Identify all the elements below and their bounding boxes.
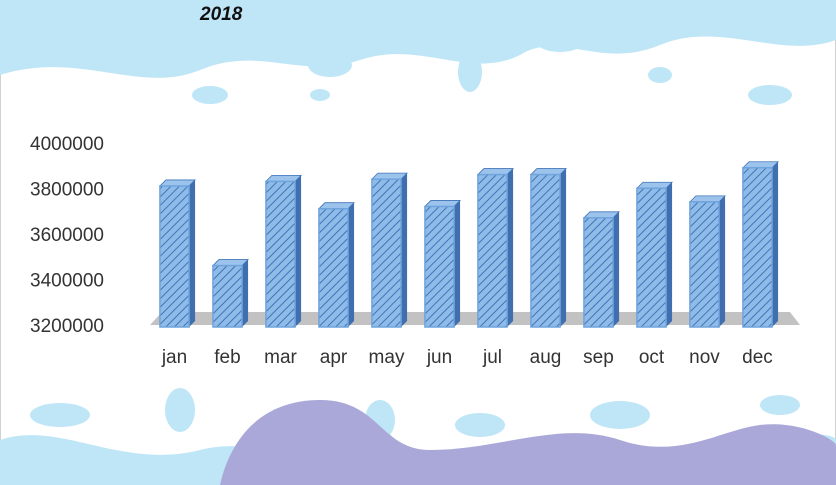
bar <box>372 179 401 327</box>
x-tick-label: may <box>369 347 405 368</box>
bar <box>425 206 454 327</box>
bar-side <box>242 260 248 327</box>
bar-side <box>401 173 407 327</box>
bar <box>213 266 242 327</box>
y-tick-label: 3800000 <box>30 180 104 201</box>
x-tick-label: jul <box>482 347 502 368</box>
bar-top <box>160 180 195 186</box>
bar-top <box>690 196 725 202</box>
bar-side <box>666 182 672 327</box>
bar-top <box>637 182 672 188</box>
x-tick-label: nov <box>689 347 720 368</box>
x-tick-label: sep <box>583 347 614 368</box>
bar <box>266 181 295 327</box>
x-tick-label: jan <box>161 347 187 368</box>
bar <box>531 175 560 327</box>
bar <box>319 209 348 327</box>
bar-side <box>719 196 725 327</box>
bar <box>637 188 666 327</box>
y-tick-label: 4000000 <box>30 134 104 155</box>
chart-title: 2018 <box>199 4 243 25</box>
bar-side <box>348 203 354 327</box>
bar-top <box>531 169 566 175</box>
bar-side <box>772 162 778 327</box>
bar-top <box>319 203 354 209</box>
bar <box>690 202 719 327</box>
bar-top <box>213 260 248 266</box>
bar-side <box>295 175 301 327</box>
x-tick-label: dec <box>742 347 773 368</box>
y-tick-label: 3600000 <box>30 225 104 246</box>
bar-top <box>425 200 460 206</box>
bar <box>584 218 613 327</box>
x-tick-label: jun <box>426 347 452 368</box>
chart: 2018 3200000 3400000 3600000 3800000 4000000… <box>0 0 836 485</box>
bar-top <box>266 175 301 181</box>
x-tick-label: oct <box>639 347 665 368</box>
bar <box>160 186 189 327</box>
y-tick-label: 3400000 <box>30 271 104 292</box>
x-tick-label: mar <box>264 347 297 368</box>
bar-top <box>478 169 513 175</box>
bar-side <box>560 169 566 327</box>
bar-side <box>189 180 195 327</box>
y-tick-label: 3200000 <box>30 316 104 337</box>
bar <box>478 175 507 327</box>
x-tick-label: aug <box>530 347 562 368</box>
bar-top <box>584 212 619 218</box>
bar-side <box>507 169 513 327</box>
bar-top <box>743 162 778 168</box>
bar-side <box>613 212 619 327</box>
x-tick-label: feb <box>214 347 240 368</box>
bar-side <box>454 200 460 327</box>
bar <box>743 168 772 327</box>
bar-top <box>372 173 407 179</box>
x-tick-label: apr <box>320 347 348 368</box>
